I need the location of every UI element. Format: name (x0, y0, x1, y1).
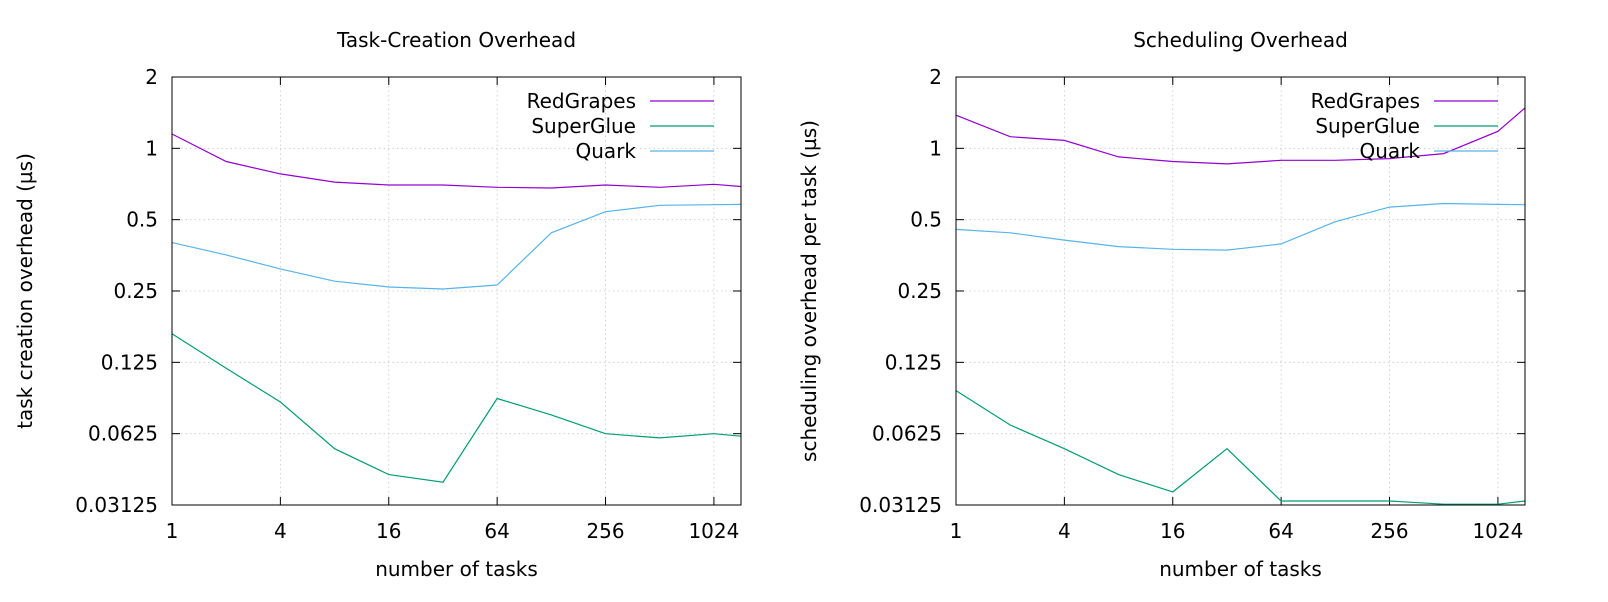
x-tick-label: 4 (1058, 519, 1071, 543)
series-line-quark (171, 203, 742, 290)
x-tick-label: 16 (1160, 519, 1185, 543)
x-tick-label: 16 (376, 519, 401, 543)
x-tick-label: 1 (950, 519, 963, 543)
x-tick-label: 1 (166, 519, 179, 543)
x-axis-label: number of tasks (1159, 557, 1322, 581)
y-axis-label: task creation overhead (µs) (13, 153, 37, 429)
plot-frame (171, 76, 742, 506)
chart-panel-1: 1 4 16 64 256 1024 0.03125 0.0625 0.125 0.25 0.5 1 2… (13, 28, 742, 581)
y-tick-label: 2 (145, 65, 158, 89)
x-tick-label: 4 (274, 519, 287, 543)
plot-frame (955, 76, 1526, 506)
x-tick-label: 64 (1268, 519, 1293, 543)
y-axis-label: scheduling overhead per task (µs) (797, 120, 821, 462)
legend-label-quark: Quark (1360, 139, 1421, 163)
legend-label-quark: Quark (576, 139, 637, 163)
y-tick-label: 0.125 (885, 350, 942, 374)
legend-label-superglue: SuperGlue (1315, 114, 1420, 138)
y-tick-label: 0.5 (126, 208, 158, 232)
y-tick-label: 0.03125 (859, 493, 942, 517)
series-line-quark (955, 202, 1526, 251)
chart-panel-2: 1 4 16 64 256 1024 0.03125 0.0625 0.125 0.25 0.5 1 2… (797, 28, 1526, 581)
legend-label-superglue: SuperGlue (531, 114, 636, 138)
y-tick-label: 0.25 (113, 279, 158, 303)
x-axis-label: number of tasks (375, 557, 538, 581)
chart-title: Task-Creation Overhead (336, 28, 576, 52)
y-tick-label: 1 (929, 136, 942, 160)
y-tick-label: 0.0625 (872, 422, 942, 446)
y-tick-label: 0.25 (897, 279, 942, 303)
y-tick-label: 0.125 (101, 350, 158, 374)
legend-label-redgrapes: RedGrapes (527, 89, 636, 113)
series-line-superglue (171, 333, 742, 483)
x-tick-label: 256 (586, 519, 624, 543)
y-tick-label: 0.0625 (88, 422, 158, 446)
x-tick-label: 256 (1370, 519, 1408, 543)
series-line-redgrapes (955, 107, 1526, 165)
x-tick-label: 1024 (1472, 519, 1523, 543)
y-tick-label: 1 (145, 136, 158, 160)
legend-label-redgrapes: RedGrapes (1311, 89, 1420, 113)
y-tick-label: 0.5 (910, 208, 942, 232)
y-tick-label: 0.03125 (75, 493, 158, 517)
chart-title: Scheduling Overhead (1133, 28, 1348, 52)
x-tick-label: 1024 (688, 519, 739, 543)
series-line-redgrapes (171, 133, 742, 189)
x-tick-label: 64 (484, 519, 509, 543)
series-line-superglue (955, 390, 1526, 505)
y-tick-label: 2 (929, 65, 942, 89)
